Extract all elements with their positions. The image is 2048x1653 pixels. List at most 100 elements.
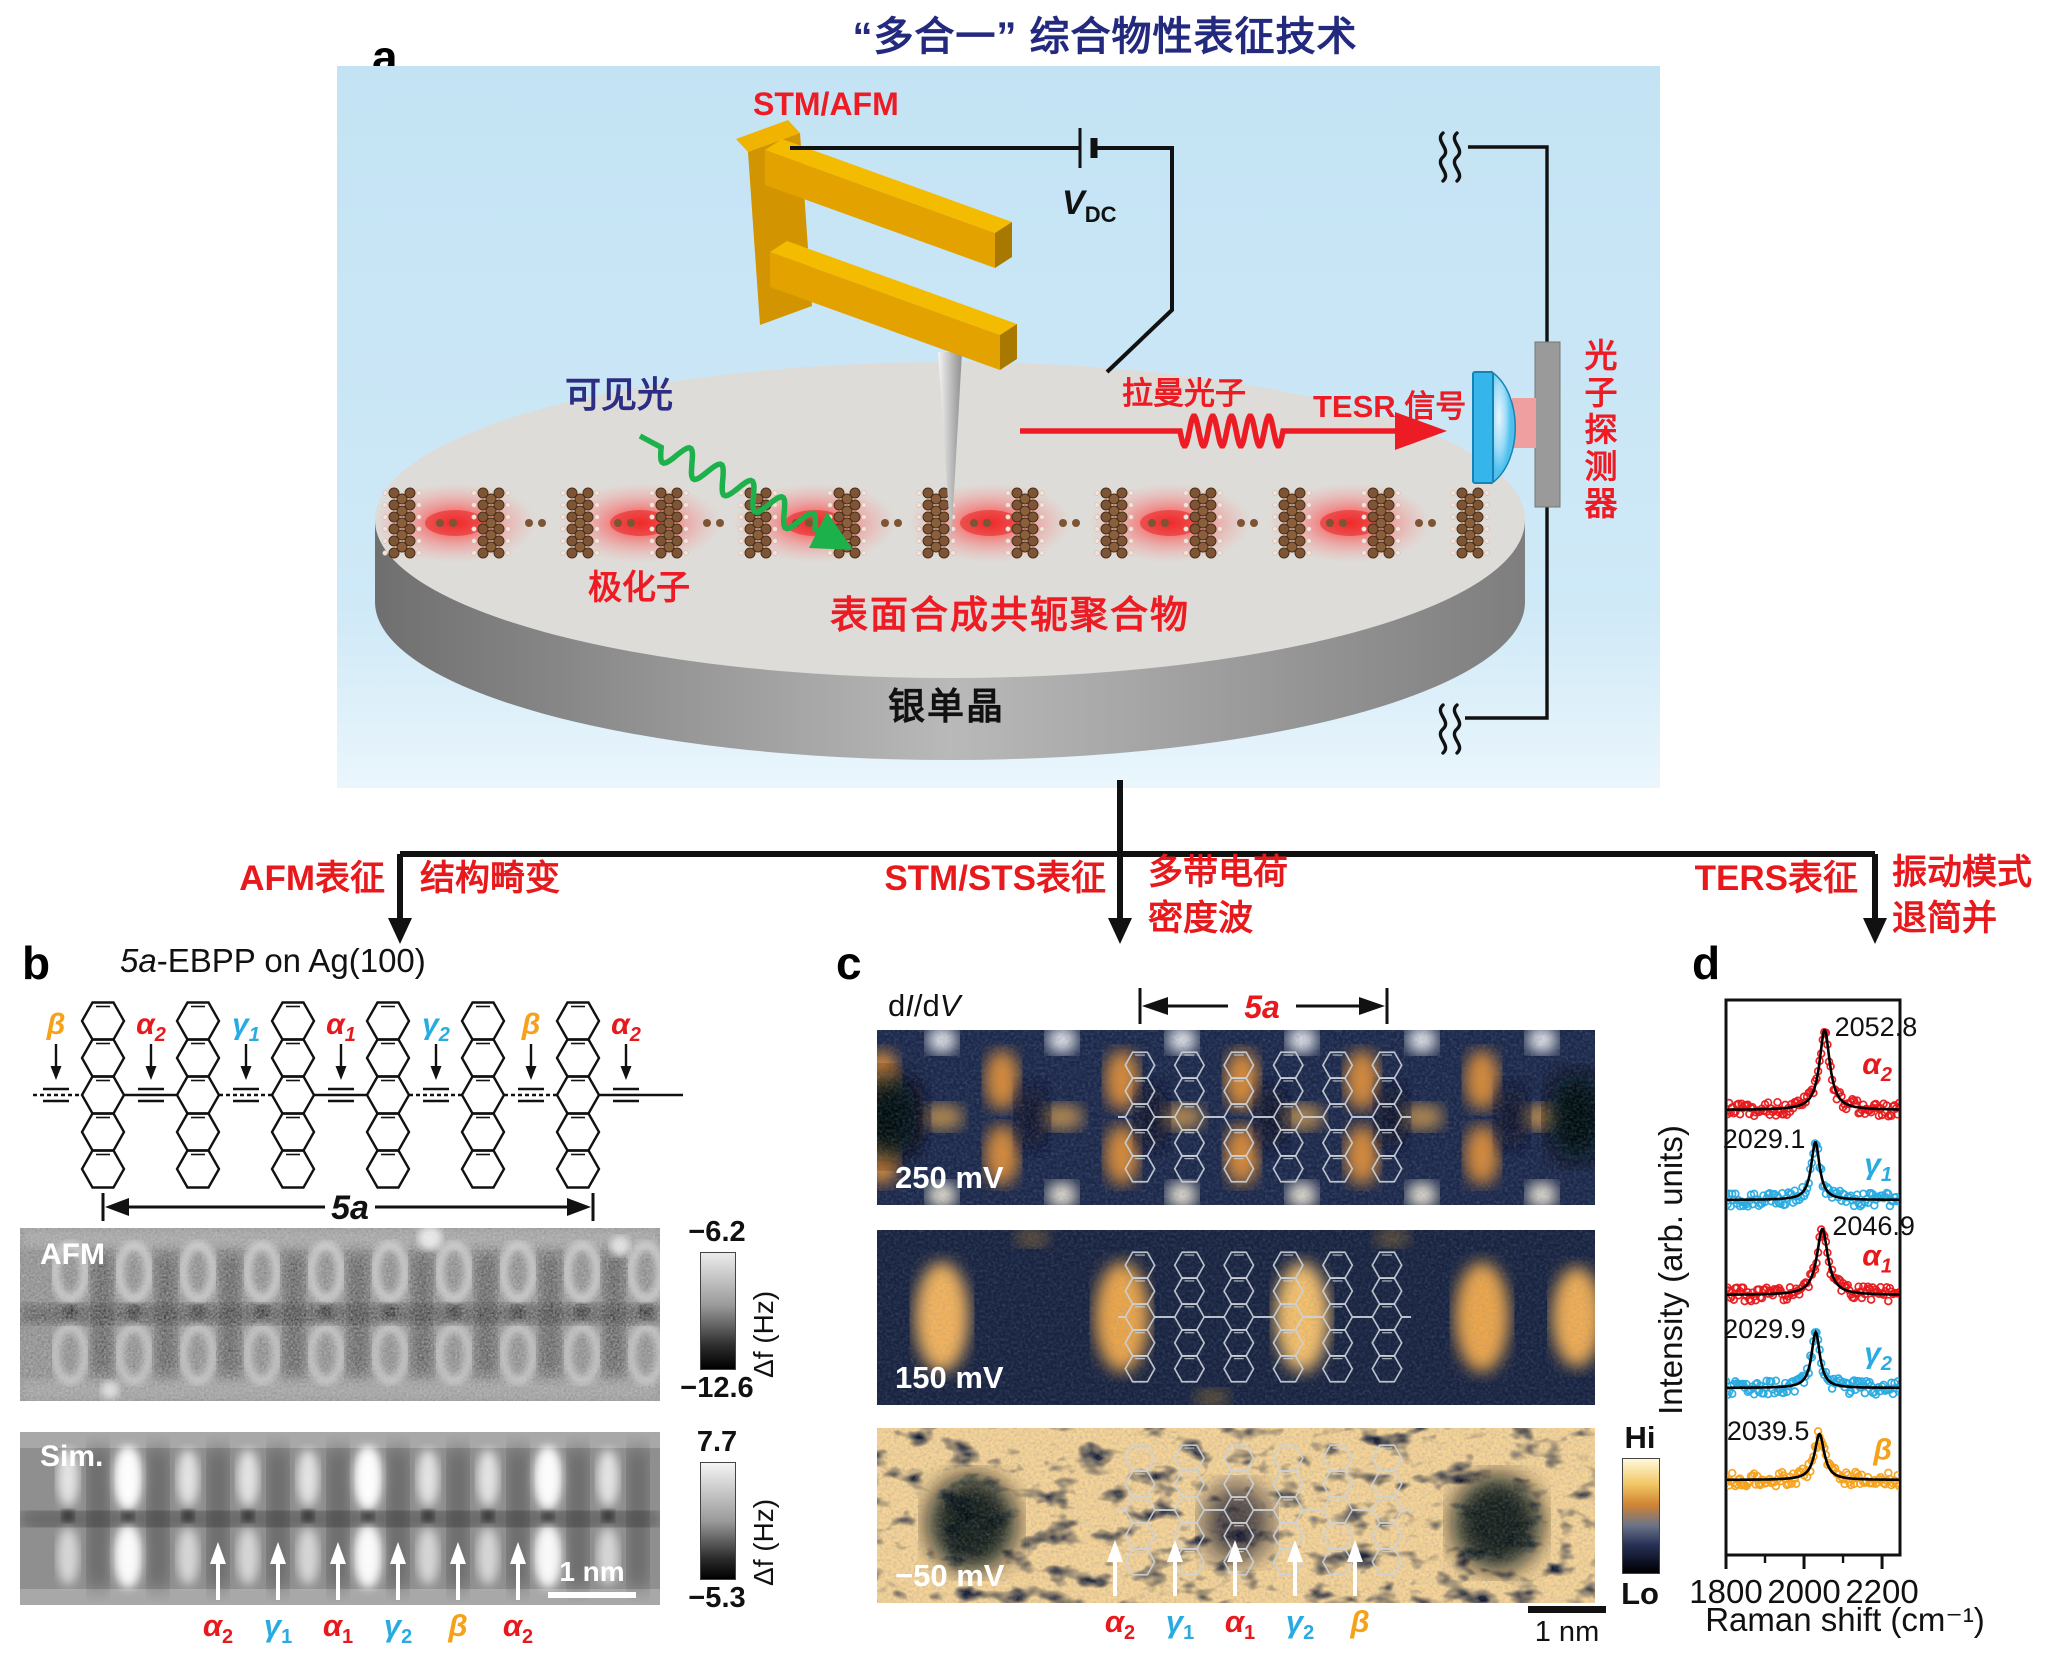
qplus-sensor xyxy=(736,120,1017,370)
colorbar-hi-label: Hi xyxy=(1624,1420,1656,1455)
didv-d2: /d xyxy=(913,988,940,1023)
chemical-structure: β α2 γ1 α1 γ2 β α2 5a xyxy=(33,988,683,1227)
afm-colorbar-min: −12.6 xyxy=(680,1372,754,1404)
svg-text:α2: α2 xyxy=(136,1008,166,1046)
svg-text:2000: 2000 xyxy=(1767,1573,1840,1610)
polaron-label: 极化子 xyxy=(588,569,690,607)
stm-afm-label: STM/AFM xyxy=(753,86,899,122)
svg-text:1800: 1800 xyxy=(1689,1573,1762,1610)
didv-d1: d xyxy=(888,988,906,1023)
visible-light-arrowhead-icon xyxy=(809,512,853,550)
sim-image xyxy=(20,1432,660,1605)
branch-ters-result-line1: 振动模式 xyxy=(1892,853,2033,892)
photon-detector xyxy=(1472,341,1561,508)
panel-b-title-italic: 5a xyxy=(120,942,157,979)
didv-arrow-labels: α2 γ1 α1 γ2 β xyxy=(1090,1604,1390,1645)
schematic-panel xyxy=(337,66,1660,788)
greek-label: γ2 xyxy=(383,1608,413,1649)
raman-wave xyxy=(1020,413,1395,449)
branch-ters-result: 振动模式 退简并 xyxy=(1892,850,2032,941)
greek-label: α1 xyxy=(1224,1604,1256,1645)
panel-c-label: c xyxy=(836,937,862,989)
raman-ylabel: Intensity (arb. units) xyxy=(1652,1125,1689,1415)
svg-text:α1: α1 xyxy=(326,1008,356,1046)
sim-image-label: Sim. xyxy=(40,1440,104,1473)
didv-label: dI/dV xyxy=(888,988,960,1024)
figure-title: “多合一” 综合物性表征技术 xyxy=(852,15,1358,59)
afm-colorbar-max: −6.2 xyxy=(688,1216,746,1248)
afm-colorbar-unit: Δf (Hz) xyxy=(748,1290,779,1378)
panel-b-title: 5a-EBPP on Ag(100) xyxy=(120,942,426,980)
vdc-label: VDC xyxy=(1062,184,1116,228)
branch-arrows xyxy=(388,780,1887,944)
bias-label-150: 150 mV xyxy=(895,1360,1004,1395)
colorbar-lo-label: Lo xyxy=(1621,1576,1659,1611)
vdc-sub: DC xyxy=(1084,201,1117,227)
svg-text:2052.8: 2052.8 xyxy=(1835,1012,1918,1042)
stm-branch-arrowhead-icon xyxy=(1108,918,1132,944)
didv-scalebar-label: 1 nm xyxy=(1534,1616,1600,1648)
stm-arrows xyxy=(1107,1540,1363,1596)
panel-d-label: d xyxy=(1692,937,1721,989)
branch-stm-result-line1: 多带电荷 xyxy=(1148,853,1289,892)
panel-b-label: b xyxy=(22,937,51,989)
branch-afm-technique: AFM表征 xyxy=(239,859,385,898)
greek-label: γ2 xyxy=(1285,1604,1315,1645)
ters-branch-arrowhead-icon xyxy=(1863,918,1887,944)
svg-text:β: β xyxy=(521,1008,541,1041)
svg-text:γ1: γ1 xyxy=(232,1008,260,1046)
svg-text:2200: 2200 xyxy=(1845,1573,1918,1610)
greek-label: α2 xyxy=(202,1608,234,1649)
span-c-left-arrowhead-icon xyxy=(1142,997,1168,1015)
didv-map-neg50mv xyxy=(877,1428,1595,1603)
greek-label: γ1 xyxy=(1165,1604,1195,1645)
svg-text:β: β xyxy=(46,1008,66,1041)
unit-cell-span-b xyxy=(101,1193,595,1221)
polymer-label: 表面合成共轭聚合物 xyxy=(830,595,1191,637)
visible-light-label: 可见光 xyxy=(565,374,674,415)
span-b-left-arrowhead-icon xyxy=(105,1198,129,1216)
branch-ters-result-line2: 退简并 xyxy=(1892,898,1998,938)
raman-chart: 2052.8α22029.1γ12046.9α12029.9γ22039.5β1… xyxy=(1689,998,1919,1610)
branch-afm-result: 结构畸变 xyxy=(420,859,561,898)
sim-colorbar-unit: Δf (Hz) xyxy=(748,1498,779,1586)
greek-label: γ1 xyxy=(263,1608,293,1649)
greek-label: α2 xyxy=(1104,1604,1136,1645)
svg-text:2039.5: 2039.5 xyxy=(1727,1416,1810,1446)
branch-stm-technique: STM/STS表征 xyxy=(884,859,1106,898)
greek-label: β xyxy=(1350,1604,1370,1639)
sim-bright-columns xyxy=(115,1446,561,1588)
didv-scalebar xyxy=(1528,1606,1606,1613)
greek-label: α2 xyxy=(502,1608,534,1649)
didv-colorbar xyxy=(1622,1458,1660,1574)
detector-wire xyxy=(1465,145,1549,720)
sim-scalebar-label: 1 nm xyxy=(559,1556,625,1587)
afm-image xyxy=(20,1228,660,1401)
didv-map-250mv xyxy=(877,1030,1595,1205)
svg-text:γ2: γ2 xyxy=(1864,1337,1892,1375)
sim-colorbar xyxy=(700,1462,736,1580)
svg-text:2029.1: 2029.1 xyxy=(1723,1124,1806,1154)
didv-map-150mv xyxy=(877,1230,1595,1405)
bias-label-250: 250 mV xyxy=(895,1160,1004,1195)
sim-arrow-labels: α2 γ1 α1 γ2 β α2 xyxy=(188,1608,548,1649)
bond-linkers xyxy=(33,1087,683,1103)
span-b-label: 5a xyxy=(331,1189,369,1227)
span-c-label: 5a xyxy=(1244,989,1280,1025)
svg-text:β: β xyxy=(1872,1433,1892,1466)
bond-labels: β α2 γ1 α1 γ2 β α2 xyxy=(46,1008,641,1080)
afm-image-label: AFM xyxy=(40,1238,105,1271)
didv-i: I xyxy=(905,988,914,1023)
greek-label: β xyxy=(448,1608,468,1643)
visible-light-wave xyxy=(638,433,847,548)
afm-colorbar xyxy=(700,1252,736,1370)
didv-v: V xyxy=(939,988,961,1023)
svg-text:α2: α2 xyxy=(611,1008,641,1046)
greek-label: α1 xyxy=(322,1608,354,1649)
bias-circuit-wire xyxy=(790,128,1174,374)
tesr-signal-label: TESR 信号 xyxy=(1313,389,1467,424)
span-c-right-arrowhead-icon xyxy=(1359,997,1385,1015)
sim-colorbar-max: 7.7 xyxy=(696,1426,738,1458)
branch-ters-technique: TERS表征 xyxy=(1694,859,1858,898)
